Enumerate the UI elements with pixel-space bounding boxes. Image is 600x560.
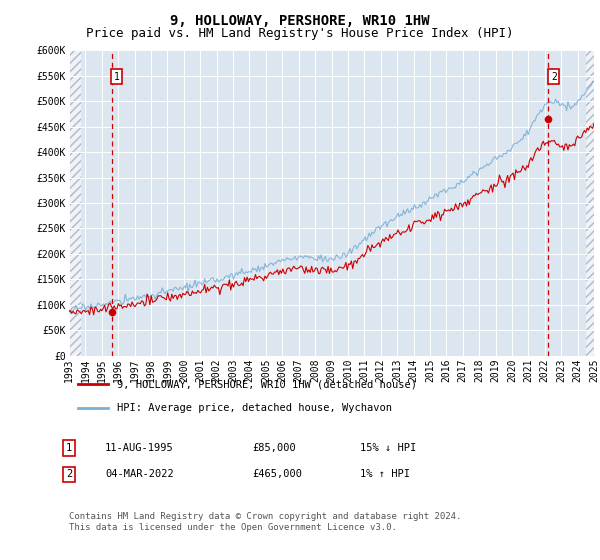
- Text: 1: 1: [113, 72, 119, 82]
- Text: 1% ↑ HPI: 1% ↑ HPI: [360, 469, 410, 479]
- Text: 04-MAR-2022: 04-MAR-2022: [105, 469, 174, 479]
- Text: HPI: Average price, detached house, Wychavon: HPI: Average price, detached house, Wych…: [117, 403, 392, 413]
- Text: Contains HM Land Registry data © Crown copyright and database right 2024.
This d: Contains HM Land Registry data © Crown c…: [69, 512, 461, 532]
- Bar: [69, 50, 82, 356]
- Text: £465,000: £465,000: [252, 469, 302, 479]
- Text: 11-AUG-1995: 11-AUG-1995: [105, 443, 174, 453]
- Bar: [586, 50, 594, 356]
- Text: 2: 2: [551, 72, 557, 82]
- Bar: [69, 50, 82, 356]
- Text: 15% ↓ HPI: 15% ↓ HPI: [360, 443, 416, 453]
- Text: 9, HOLLOWAY, PERSHORE, WR10 1HW (detached house): 9, HOLLOWAY, PERSHORE, WR10 1HW (detache…: [117, 380, 417, 390]
- Text: 2: 2: [66, 469, 72, 479]
- Text: Price paid vs. HM Land Registry's House Price Index (HPI): Price paid vs. HM Land Registry's House …: [86, 27, 514, 40]
- Text: 9, HOLLOWAY, PERSHORE, WR10 1HW: 9, HOLLOWAY, PERSHORE, WR10 1HW: [170, 14, 430, 28]
- Text: 1: 1: [66, 443, 72, 453]
- Text: £85,000: £85,000: [252, 443, 296, 453]
- Bar: [586, 50, 594, 356]
